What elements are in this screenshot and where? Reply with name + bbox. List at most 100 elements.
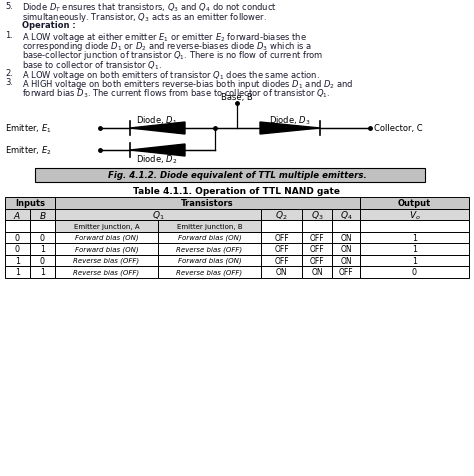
Bar (30, 255, 55, 267)
Text: 3.: 3. (5, 78, 13, 87)
Bar (261, 267, 302, 278)
Bar (5, 220, 30, 232)
Bar (332, 232, 360, 244)
Bar (360, 244, 469, 255)
Bar (302, 232, 332, 244)
Text: Emitter, $E_1$: Emitter, $E_1$ (5, 122, 52, 135)
Bar (5, 255, 30, 267)
Text: Emitter junction, B: Emitter junction, B (177, 223, 242, 229)
Bar (360, 255, 469, 267)
Text: 1: 1 (15, 256, 20, 265)
Bar (332, 209, 360, 220)
Text: $Q_4$: $Q_4$ (340, 208, 352, 221)
Text: OFF: OFF (310, 233, 324, 242)
Text: 1: 1 (40, 245, 45, 254)
Text: Forward bias (ON): Forward bias (ON) (178, 258, 241, 264)
Bar (55, 220, 158, 232)
Text: Forward bias (ON): Forward bias (ON) (75, 246, 138, 252)
Text: Collector, C: Collector, C (374, 124, 423, 133)
Text: OFF: OFF (310, 245, 324, 254)
Text: ON: ON (340, 233, 352, 242)
Bar (360, 232, 469, 244)
Text: $A$: $A$ (13, 209, 21, 220)
Text: 2.: 2. (5, 69, 13, 77)
Text: $Q_2$: $Q_2$ (275, 208, 288, 221)
Text: Fig. 4.1.2. Diode equivalent of TTL multiple emitters.: Fig. 4.1.2. Diode equivalent of TTL mult… (108, 171, 366, 180)
Bar (158, 267, 261, 278)
Text: 0: 0 (40, 233, 45, 242)
Text: OFF: OFF (310, 256, 324, 265)
Bar (302, 267, 332, 278)
Text: Transistors: Transistors (181, 199, 234, 208)
Bar (360, 220, 469, 232)
Text: Diode, $D_2$: Diode, $D_2$ (137, 153, 178, 165)
Text: OFF: OFF (274, 256, 289, 265)
Bar (30, 267, 55, 278)
Bar (360, 209, 469, 220)
Bar (332, 220, 360, 232)
Text: $B$: $B$ (39, 209, 46, 220)
Text: 1: 1 (412, 256, 417, 265)
Text: Diode $D_T$ ensures that transistors, $Q_3$ and $Q_4$ do not conduct: Diode $D_T$ ensures that transistors, $Q… (22, 2, 277, 14)
Bar (5, 209, 30, 220)
Text: 0: 0 (412, 268, 417, 277)
Bar (55, 209, 261, 220)
Bar (158, 220, 261, 232)
Text: corresponding diode $D_1$ or $D_2$ and reverse-biases diode $D_3$ which is a: corresponding diode $D_1$ or $D_2$ and r… (22, 40, 312, 53)
Text: Diode, $D_3$: Diode, $D_3$ (269, 114, 311, 127)
Bar (30, 244, 55, 255)
Text: 0: 0 (40, 256, 45, 265)
Bar (261, 232, 302, 244)
Polygon shape (130, 123, 185, 135)
Bar (35, 169, 425, 183)
Text: 0: 0 (15, 233, 20, 242)
Bar (5, 267, 30, 278)
Text: $Q_3$: $Q_3$ (311, 208, 323, 221)
Bar (261, 220, 302, 232)
Polygon shape (130, 145, 185, 157)
Text: Emitter, $E_2$: Emitter, $E_2$ (5, 144, 52, 157)
Polygon shape (260, 123, 320, 135)
Text: 1: 1 (15, 268, 20, 277)
Text: OFF: OFF (274, 245, 289, 254)
Text: $Q_1$: $Q_1$ (152, 208, 164, 221)
Text: Inputs: Inputs (15, 199, 45, 208)
Bar (302, 255, 332, 267)
Bar (158, 255, 261, 267)
Bar (158, 244, 261, 255)
Text: Table 4.1.1. Operation of TTL NAND gate: Table 4.1.1. Operation of TTL NAND gate (134, 187, 340, 196)
Text: 1: 1 (40, 268, 45, 277)
Text: 5.: 5. (5, 2, 13, 11)
Text: base-collector junction of transistor $Q_1$. There is no flow of current from: base-collector junction of transistor $Q… (22, 50, 323, 62)
Text: 1: 1 (412, 245, 417, 254)
Text: Emitter junction, A: Emitter junction, A (73, 223, 139, 229)
Bar (5, 244, 30, 255)
Bar (360, 198, 469, 209)
Text: OFF: OFF (274, 233, 289, 242)
Text: Operation :: Operation : (22, 21, 76, 30)
Bar (30, 232, 55, 244)
Bar (302, 209, 332, 220)
Text: Output: Output (398, 199, 431, 208)
Bar (261, 244, 302, 255)
Text: ON: ON (311, 268, 323, 277)
Text: ON: ON (276, 268, 287, 277)
Bar (55, 255, 158, 267)
Text: 1.: 1. (5, 30, 13, 40)
Bar (55, 232, 158, 244)
Text: OFF: OFF (339, 268, 353, 277)
Text: Forward bias (ON): Forward bias (ON) (178, 235, 241, 241)
Text: forward bias $D_3$. The current flows from base to collector of transistor $Q_1$: forward bias $D_3$. The current flows fr… (22, 87, 330, 100)
Bar (302, 220, 332, 232)
Text: Reverse bias (OFF): Reverse bias (OFF) (176, 246, 243, 252)
Bar (332, 255, 360, 267)
Text: 0: 0 (15, 245, 20, 254)
Bar (332, 267, 360, 278)
Text: 1: 1 (412, 233, 417, 242)
Bar (55, 267, 158, 278)
Text: A LOW voltage at either emitter $E_1$ or emitter $E_2$ forward-biases the: A LOW voltage at either emitter $E_1$ or… (22, 30, 307, 43)
Text: A LOW voltage on both emitters of transistor $Q_1$ does the same action.: A LOW voltage on both emitters of transi… (22, 69, 320, 81)
Text: Reverse bias (OFF): Reverse bias (OFF) (73, 269, 139, 276)
Bar (261, 255, 302, 267)
Bar (55, 198, 360, 209)
